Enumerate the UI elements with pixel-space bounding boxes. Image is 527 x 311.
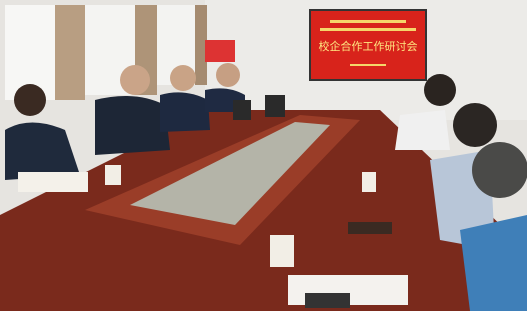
- head: [170, 65, 196, 91]
- person: [160, 92, 210, 132]
- screen-line: [330, 20, 406, 23]
- person: [395, 110, 450, 150]
- head: [453, 103, 497, 147]
- laptop: [233, 100, 251, 120]
- flag: [205, 40, 235, 62]
- head: [120, 65, 150, 95]
- head: [424, 74, 456, 106]
- person: [460, 215, 527, 311]
- laptop: [265, 95, 285, 117]
- person: [95, 96, 170, 155]
- phone: [305, 293, 350, 308]
- head: [14, 84, 46, 116]
- cup: [270, 235, 294, 267]
- notebook: [348, 222, 392, 234]
- cup: [105, 165, 121, 185]
- screen-line: [350, 64, 386, 66]
- screen-title: 校企合作工作研讨会: [319, 39, 418, 53]
- paper: [18, 172, 88, 192]
- screen-line: [320, 28, 416, 31]
- meeting-photo: 校企合作工作研讨会: [0, 0, 527, 311]
- cup: [362, 172, 376, 192]
- curtain: [55, 5, 85, 100]
- head: [216, 63, 240, 87]
- page: 校企合作工作研讨会 (() => { const data = JSON.par…: [0, 0, 527, 311]
- head: [472, 142, 527, 198]
